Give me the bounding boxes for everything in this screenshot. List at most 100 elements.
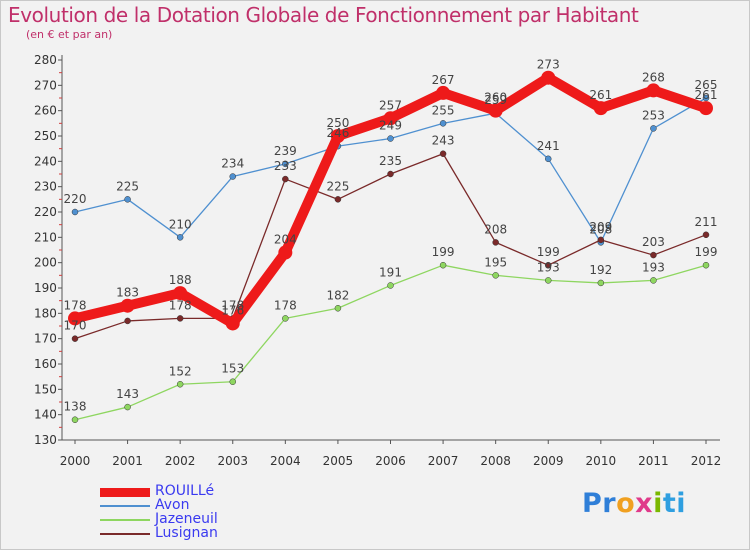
legend-swatch-jazeneuil — [100, 519, 150, 521]
data-point — [124, 196, 131, 203]
data-point — [282, 160, 289, 168]
data-point — [545, 277, 552, 284]
data-label: 239 — [274, 144, 297, 158]
data-label: 204 — [274, 233, 297, 247]
legend-swatch-avon — [100, 505, 150, 507]
data-label: 199 — [432, 245, 455, 259]
data-point — [71, 335, 79, 342]
legend-item-jazeneuil: Jazeneuil — [100, 511, 300, 527]
data-point — [334, 196, 342, 203]
x-tick-label: 2006 — [375, 454, 406, 468]
data-label: 199 — [537, 245, 560, 259]
data-point — [699, 101, 713, 116]
y-tick-label: 230 — [34, 180, 57, 194]
data-point — [176, 381, 184, 388]
data-label: 211 — [695, 215, 718, 229]
data-point — [488, 103, 503, 118]
data-label: 241 — [537, 139, 560, 153]
data-label: 259 — [484, 93, 507, 107]
legend-item-rouille: ROUILLé — [100, 483, 300, 499]
data-label: 178 — [64, 298, 87, 312]
x-tick-label: 2009 — [533, 454, 564, 468]
data-label: 195 — [484, 255, 507, 269]
data-point — [597, 236, 605, 244]
data-point — [124, 317, 131, 325]
legend-swatch-lusignan — [100, 533, 150, 535]
legend-label-avon: Avon — [155, 497, 190, 513]
data-point — [545, 261, 552, 269]
y-tick-label: 140 — [34, 408, 57, 422]
data-label: 153 — [221, 362, 244, 376]
data-point — [282, 175, 289, 183]
data-label: 210 — [169, 217, 192, 231]
data-label: 255 — [432, 103, 455, 117]
legend: ROUILLé Avon Jazeneuil Lusignan — [100, 483, 300, 541]
data-point — [541, 70, 556, 85]
data-label: 220 — [64, 192, 87, 206]
data-label: 225 — [116, 179, 139, 193]
data-point — [436, 85, 451, 100]
data-point — [439, 261, 447, 269]
legend-label-jazeneuil: Jazeneuil — [155, 511, 218, 527]
data-point — [229, 378, 236, 385]
data-label: 234 — [221, 157, 244, 171]
data-point — [702, 261, 710, 269]
data-label: 182 — [326, 288, 349, 302]
data-point — [334, 305, 342, 312]
data-point — [229, 173, 236, 180]
data-label: 261 — [695, 88, 718, 102]
data-label: 188 — [169, 273, 192, 287]
legend-swatch-rouille — [100, 488, 150, 497]
data-point — [492, 272, 499, 279]
data-point — [282, 315, 289, 322]
data-label: 209 — [589, 220, 612, 234]
y-tick-label: 190 — [34, 281, 57, 295]
y-tick-label: 270 — [34, 78, 57, 92]
data-label: 246 — [326, 126, 349, 140]
x-tick-label: 2007 — [428, 454, 459, 468]
x-tick-label: 2002 — [165, 454, 196, 468]
data-point — [597, 279, 605, 287]
data-point — [439, 150, 447, 157]
legend-label-lusignan: Lusignan — [155, 525, 218, 541]
data-point — [650, 277, 657, 284]
data-point — [702, 94, 710, 102]
y-tick-label: 180 — [34, 306, 57, 320]
data-point — [387, 282, 394, 289]
data-label: 193 — [537, 260, 560, 274]
y-tick-label: 160 — [34, 357, 57, 371]
data-label: 225 — [326, 179, 349, 193]
data-label: 235 — [379, 154, 402, 168]
data-point — [593, 101, 608, 116]
data-label: 257 — [379, 98, 402, 112]
y-tick-label: 260 — [34, 104, 57, 118]
data-label: 152 — [169, 364, 192, 378]
data-label: 192 — [589, 263, 612, 277]
data-label: 176 — [221, 303, 244, 317]
data-label: 273 — [537, 58, 560, 72]
data-point — [71, 208, 79, 216]
x-tick-label: 2011 — [638, 454, 669, 468]
x-tick-label: 2012 — [691, 454, 722, 468]
data-label: 143 — [116, 387, 139, 401]
data-label: 191 — [379, 265, 402, 279]
chart-subtitle: (en € et par an) — [26, 28, 113, 41]
data-point — [225, 316, 240, 331]
data-label: 208 — [484, 222, 507, 236]
chart-title: Evolution de la Dotation Globale de Fonc… — [8, 3, 639, 27]
data-point — [545, 155, 552, 163]
data-point — [492, 239, 499, 246]
x-tick-label: 2010 — [586, 454, 617, 468]
data-point — [68, 311, 82, 326]
data-point — [702, 231, 710, 239]
x-tick-label: 2001 — [112, 454, 143, 468]
data-label: 208 — [589, 222, 612, 236]
data-point — [173, 286, 188, 301]
data-label: 265 — [695, 78, 718, 92]
x-tick-label: 2005 — [323, 454, 354, 468]
data-point — [176, 315, 184, 322]
legend-item-avon: Avon — [100, 497, 300, 513]
proxiti-logo: Proxiti — [582, 488, 687, 519]
data-label: 138 — [64, 400, 87, 414]
